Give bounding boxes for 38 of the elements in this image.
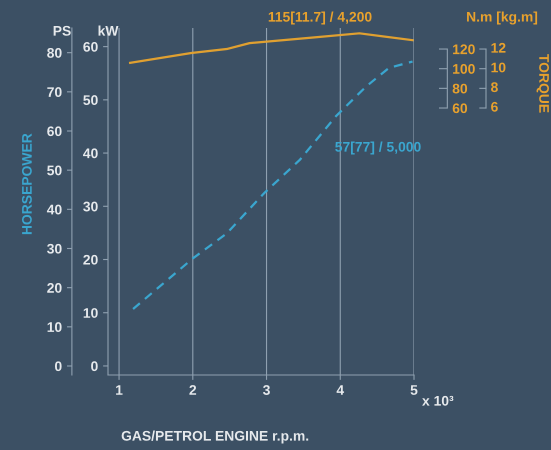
y2-tick-label: 10	[48, 322, 62, 332]
y-tick-label: 20	[83, 254, 98, 265]
y-tick-label: 0	[91, 361, 98, 372]
x-tick-label: 4	[336, 385, 344, 395]
y2-tick-label: 30	[47, 244, 62, 254]
text: 6	[491, 102, 498, 112]
text: x 10³	[422, 396, 454, 406]
y-tick-label: 40	[83, 148, 98, 158]
x-tick-label: 2	[189, 385, 196, 395]
text: N.m [kg.m]	[467, 11, 538, 25]
y-tick-label: 30	[83, 202, 98, 212]
x-tick-label: 1	[116, 385, 123, 395]
y2-tick-label: 0	[54, 361, 62, 372]
y2-tick-label: 20	[47, 282, 62, 293]
text: 115[11.7] / 4,200	[268, 12, 372, 24]
y-tick-label: 60	[83, 42, 98, 52]
y3-axis-title: TORQUE	[536, 54, 549, 113]
text: 8	[491, 82, 498, 92]
text: PS	[54, 26, 71, 36]
y2-tick-label: 40	[46, 204, 62, 214]
y3-tick-label: 60	[452, 103, 468, 114]
line-series	[129, 32, 414, 64]
y2-tick-label: 60	[47, 126, 62, 136]
text: 10	[491, 62, 506, 72]
y-tick-label: 10	[84, 308, 98, 318]
y-tick-label: 50	[83, 95, 98, 106]
y2-axis-title: HORSEPOWER	[22, 134, 32, 234]
y3-tick-label: 100	[453, 64, 475, 74]
y3-tick-label: 120	[453, 44, 475, 54]
y2-tick-label: 80	[47, 48, 62, 58]
annotation: kW	[98, 26, 118, 36]
x-tick-label: 5	[410, 385, 418, 395]
x-tick-label: 3	[262, 385, 270, 395]
y2-tick-label: 50	[47, 166, 62, 176]
y3-tick-label: 80	[452, 84, 468, 94]
x-axis-title: GAS/PETROL ENGINE r.p.m.	[122, 430, 308, 444]
y2-tick-label: 70	[47, 87, 62, 98]
text: 12	[491, 42, 506, 53]
